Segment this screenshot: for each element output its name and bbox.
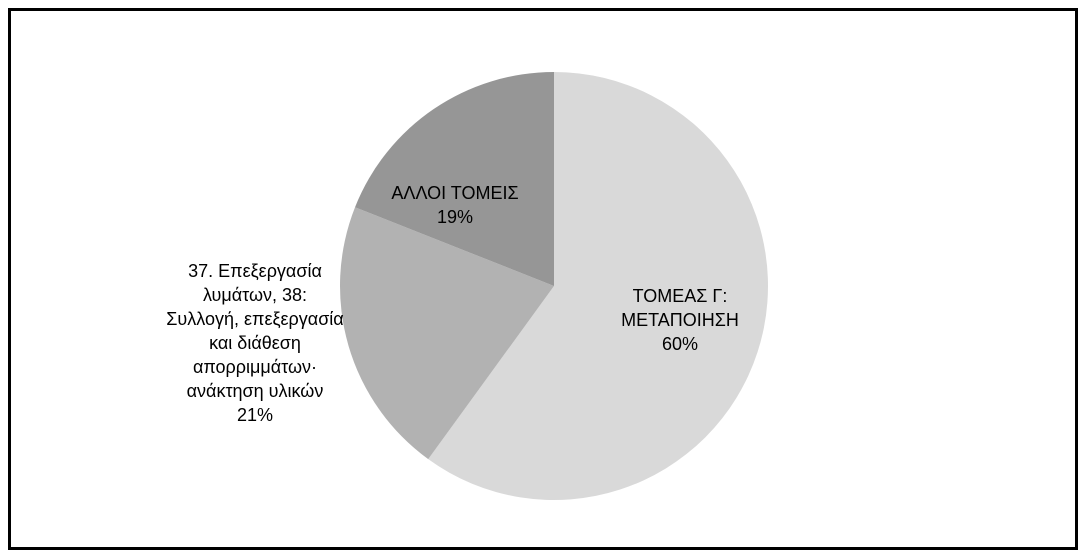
value-label: 19% [436, 207, 474, 227]
category-label: ΤΟΜΕΑΣ Γ: ΜΕΤΑΠΟΙΗΣΗ [621, 286, 739, 330]
category-label: ΑΛΛΟΙ ΤΟΜΕΙΣ [391, 183, 519, 203]
category-label: 37. Επεξεργασία λυμάτων, 38: Συλλογή, επ… [166, 261, 344, 401]
value-label: 60% [661, 334, 699, 354]
data-label: ΑΛΛΟΙ ΤΟΜΕΙΣ 19% [355, 181, 555, 229]
data-label: ΤΟΜΕΑΣ Γ: ΜΕΤΑΠΟΙΗΣΗ 60% [605, 284, 755, 356]
pie-slice [428, 72, 768, 500]
data-label: 37. Επεξεργασία λυμάτων, 38: Συλλογή, επ… [165, 259, 345, 427]
chart-frame [8, 8, 1078, 550]
pie-slice [339, 207, 554, 460]
pie-slice [355, 72, 554, 286]
value-label: 21% [236, 405, 274, 425]
